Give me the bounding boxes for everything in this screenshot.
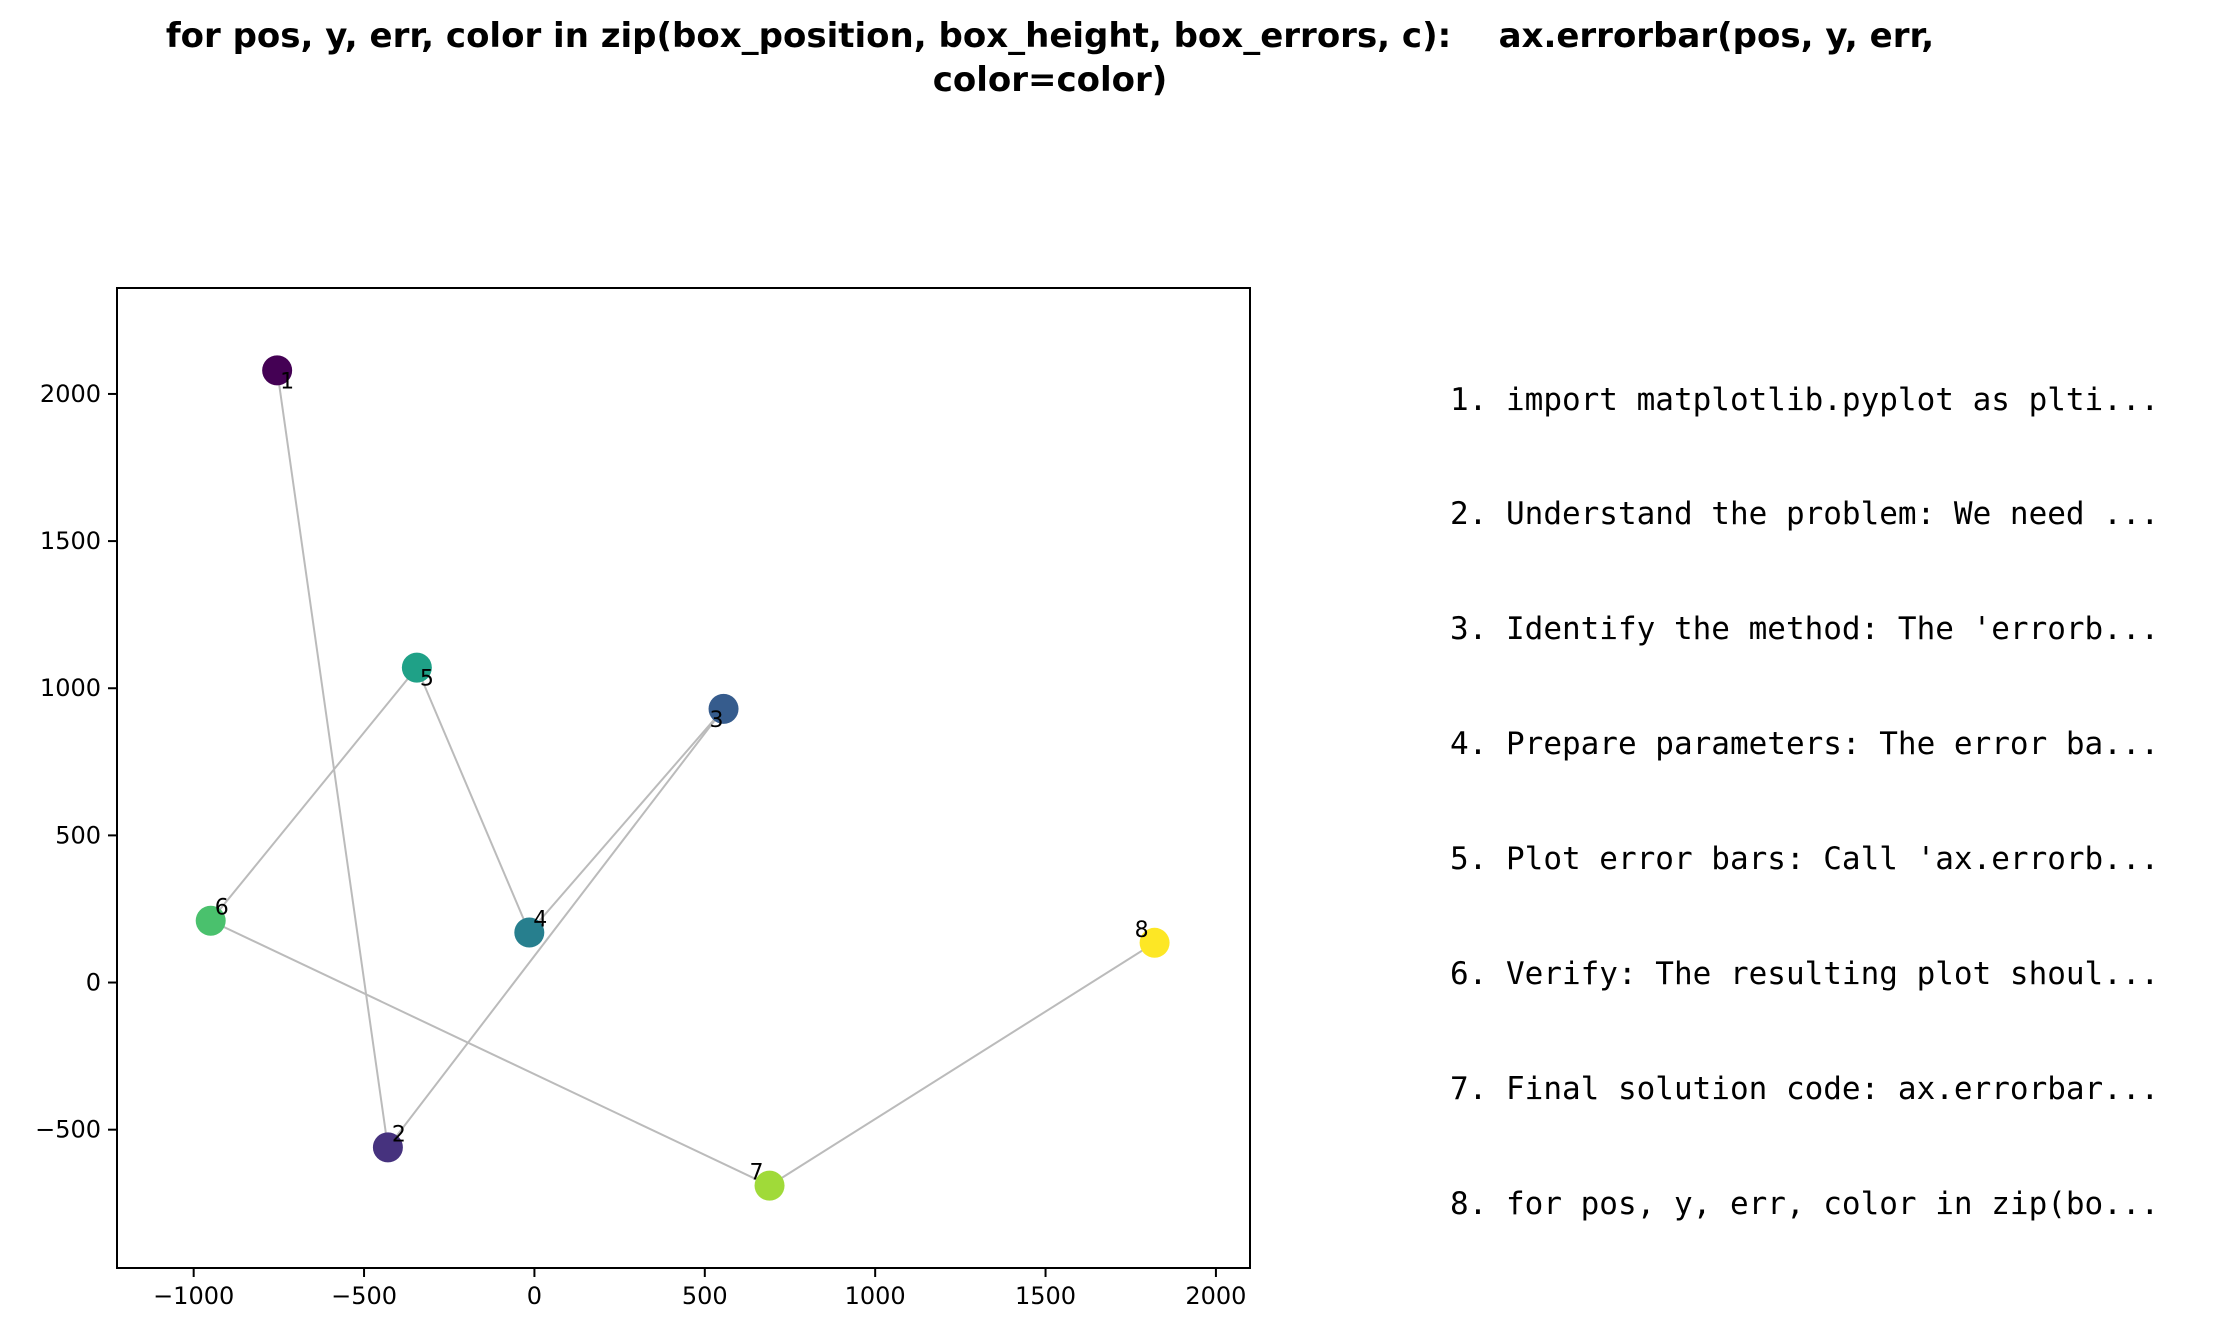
x-tick-label: 0 [527, 1282, 542, 1310]
connecting-line [210, 919, 770, 1187]
data-point [262, 355, 293, 386]
step-item: 2. Understand the problem: We need ... [1450, 496, 2160, 533]
point-label: 2 [392, 1122, 406, 1147]
y-tick-label: 1500 [40, 527, 101, 555]
x-tick-label: 1000 [845, 1282, 906, 1310]
connecting-line [528, 708, 725, 934]
steps-list: 1. import matplotlib.pyplot as plti... 2… [1450, 304, 2159, 1261]
step-item: 8. for pos, y, err, color in zip(bo... [1450, 1185, 2160, 1222]
data-point [401, 652, 432, 683]
y-tick-label: 2000 [40, 380, 101, 408]
chart-title: for pos, y, err, color in zip(box_positi… [0, 14, 2100, 102]
x-axis-ticks: −1000 −500 0 500 1000 1500 2000 [153, 1268, 1246, 1310]
data-point [372, 1132, 403, 1163]
data-point [514, 917, 545, 948]
step-item: 4. Prepare parameters: The error ba... [1450, 726, 2160, 763]
step-item: 3. Identify the method: The 'errorb... [1450, 611, 2160, 648]
step-item: 7. Final solution code: ax.errorbar... [1450, 1070, 2160, 1107]
data-points [195, 355, 1170, 1201]
point-labels: 1 2 3 4 5 6 7 8 [215, 369, 1149, 1185]
data-point [754, 1170, 785, 1201]
connecting-line [415, 667, 531, 933]
connecting-line [387, 708, 725, 1148]
point-label: 4 [533, 908, 547, 933]
data-point [1139, 927, 1170, 958]
y-tick-label: 1000 [40, 674, 101, 702]
x-tick-label: 500 [682, 1282, 728, 1310]
step-item: 5. Plot error bars: Call 'ax.errorb... [1450, 841, 2160, 878]
plot-frame [116, 287, 1251, 1269]
x-tick-label: 1500 [1015, 1282, 1076, 1310]
connecting-lines [209, 370, 1156, 1187]
connecting-line [769, 941, 1156, 1187]
point-label: 6 [215, 896, 229, 921]
step-item: 6. Verify: The resulting plot shoul... [1450, 956, 2160, 993]
y-tick-label: 0 [86, 969, 101, 997]
connecting-line [209, 667, 418, 922]
chart-title-line-1: for pos, y, err, color in zip(box_positi… [165, 16, 1935, 56]
data-point [708, 693, 739, 724]
point-label: 7 [750, 1161, 764, 1186]
y-tick-label: −500 [35, 1116, 101, 1144]
y-tick-label: 500 [55, 821, 101, 849]
x-tick-label: 2000 [1185, 1282, 1246, 1310]
data-point [195, 905, 226, 936]
y-axis-ticks: −500 0 500 1000 1500 2000 [35, 380, 117, 1144]
point-label: 3 [710, 708, 724, 733]
point-label: 1 [280, 369, 294, 394]
connecting-line [276, 370, 389, 1148]
point-label: 5 [420, 667, 434, 692]
x-tick-label: −1000 [153, 1282, 234, 1310]
point-label: 8 [1135, 918, 1149, 943]
chart-title-line-2: color=color) [932, 60, 1168, 100]
x-tick-label: −500 [331, 1282, 397, 1310]
step-item: 1. import matplotlib.pyplot as plti... [1450, 381, 2160, 418]
